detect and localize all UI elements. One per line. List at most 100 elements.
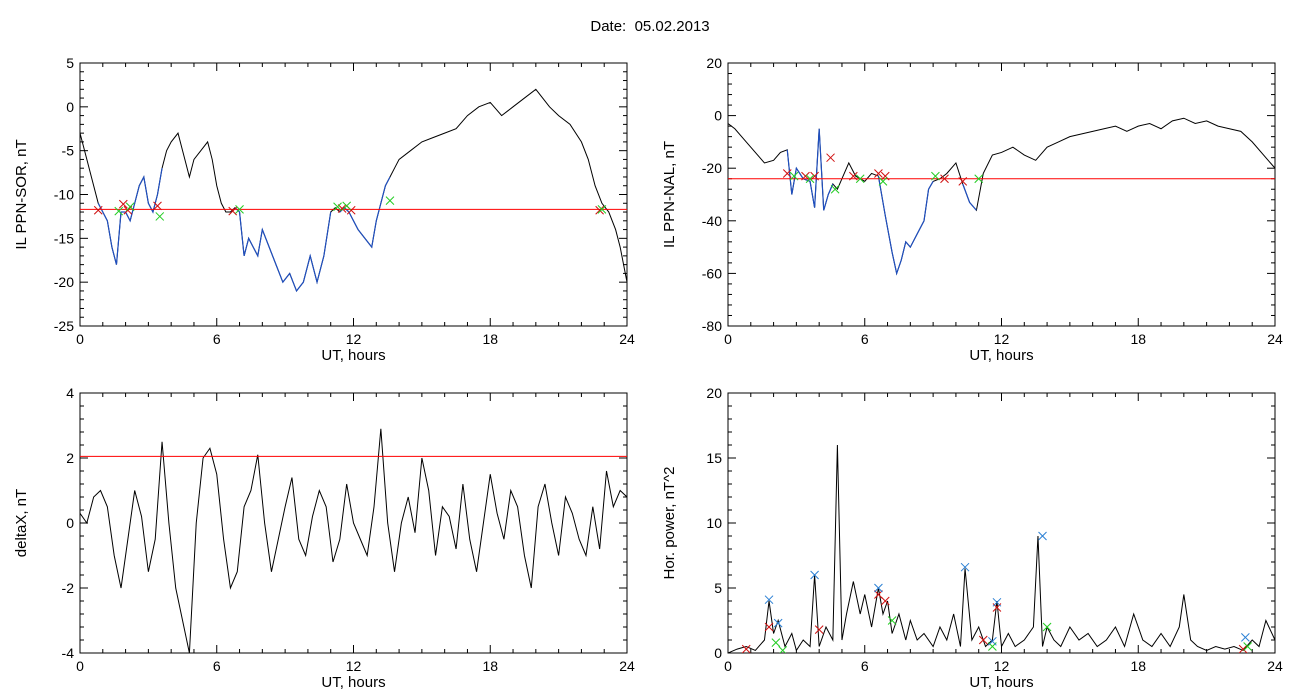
y-tick-label: -2 (62, 580, 75, 596)
marker-red (874, 590, 883, 599)
x-tick-label: 18 (1130, 658, 1146, 674)
marker-green (887, 616, 897, 625)
marker-red (814, 625, 824, 634)
marker-green (125, 202, 135, 212)
x-tick-label: 12 (994, 331, 1010, 347)
marker-red (958, 176, 968, 186)
y-tick-label: -20 (54, 274, 74, 290)
x-tick-label: 0 (724, 658, 732, 674)
marker-red (228, 206, 238, 216)
date-label: Date: (590, 18, 627, 35)
marker-red (595, 205, 605, 215)
marker-blue (1038, 531, 1047, 541)
y-axis-label: IL PPN-NAL, nT (661, 141, 678, 248)
x-tick-label: 6 (213, 331, 221, 347)
y-tick-label: 0 (714, 108, 722, 124)
marker-red (741, 644, 751, 653)
marker-green (931, 171, 940, 181)
chart-date-title: Date: 05.02.2013 (0, 18, 1300, 35)
marker-green (1042, 622, 1052, 632)
marker-red (940, 174, 949, 184)
x-tick-label: 12 (994, 658, 1010, 674)
y-axis-label: IL PPN-SOR, nT (13, 139, 30, 249)
marker-green (771, 638, 781, 647)
plot-frame (727, 392, 1276, 654)
y-tick-label: -80 (702, 318, 722, 334)
x-tick-label: 12 (346, 331, 362, 347)
y-tick-label: -40 (702, 213, 722, 229)
x-tick-label: 24 (1267, 658, 1283, 674)
y-tick-label: -60 (702, 265, 722, 281)
x-axis-label: UT, hours (969, 674, 1033, 691)
y-tick-label: 0 (714, 645, 722, 661)
marker-green (855, 174, 865, 184)
series-line (728, 444, 1275, 653)
y-tick-label: -20 (702, 160, 722, 176)
x-tick-label: 24 (619, 658, 635, 674)
plot-frame (79, 62, 628, 327)
y-tick-label: 10 (706, 515, 722, 531)
y-tick-label: 5 (714, 580, 722, 596)
marker-blue (764, 595, 774, 605)
marker-red (118, 199, 128, 209)
y-tick-label: 15 (706, 450, 722, 466)
marker-green (778, 646, 788, 653)
marker-blue (960, 562, 970, 572)
x-tick-label: 18 (482, 658, 498, 674)
x-tick-label: 18 (1130, 331, 1146, 347)
marker-green (830, 184, 840, 194)
y-tick-label: 0 (66, 99, 74, 115)
y-tick-label: -10 (54, 187, 74, 203)
x-tick-label: 0 (76, 658, 84, 674)
marker-red (153, 201, 162, 211)
marker-red (810, 171, 819, 181)
series-line (80, 88, 627, 292)
marker-green (235, 205, 244, 214)
plot-area (728, 444, 1275, 653)
marker-green (974, 174, 984, 184)
y-axis-label: deltaX, nT (13, 489, 30, 557)
marker-green (155, 212, 165, 221)
marker-green (597, 205, 607, 214)
marker-blue (874, 583, 883, 593)
highlight-segment (962, 183, 977, 211)
marker-red (337, 204, 347, 213)
marker-red (1238, 644, 1248, 653)
marker-green (789, 171, 799, 181)
marker-red (826, 153, 835, 163)
y-tick-label: 20 (706, 385, 722, 401)
y-tick-label: 0 (66, 515, 74, 531)
date-value: 05.02.2013 (634, 18, 710, 35)
x-tick-label: 18 (482, 331, 498, 347)
marker-blue (810, 570, 819, 580)
marker-blue (992, 597, 1002, 607)
y-axis-label: Hor. power, nT^2 (661, 467, 678, 580)
plot-area (80, 428, 627, 653)
marker-green (333, 202, 342, 212)
y-tick-label: 2 (66, 450, 74, 466)
marker-red (764, 622, 774, 632)
x-axis-label: UT, hours (321, 347, 385, 364)
y-tick-label: -4 (62, 645, 75, 661)
y-tick-label: 5 (66, 55, 74, 71)
marker-red (93, 205, 103, 215)
marker-green (805, 174, 815, 184)
x-tick-label: 0 (76, 331, 84, 347)
x-axis-label: UT, hours (321, 674, 385, 691)
chart-panel-4: 0 6 12 18 24 0 5 10 15 20 UT, hours Hor. power, nT^… (661, 385, 1283, 691)
x-tick-label: 12 (346, 658, 362, 674)
marker-red (880, 596, 890, 606)
y-tick-label: -15 (54, 230, 74, 246)
marker-blue (773, 618, 783, 628)
plot-area (80, 88, 627, 293)
marker-red (880, 171, 890, 181)
marker-red (801, 171, 810, 181)
series-line (80, 428, 627, 653)
series-line (728, 117, 1275, 276)
marker-green (342, 201, 352, 211)
marker-red (782, 169, 792, 178)
x-axis-label: UT, hours (969, 347, 1033, 364)
highlight-segment (339, 176, 391, 249)
